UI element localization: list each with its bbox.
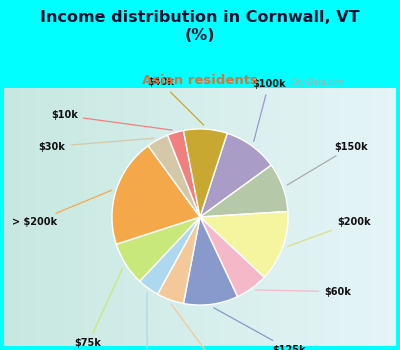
Text: $40k: $40k	[147, 77, 204, 125]
Text: City-Data.com: City-Data.com	[291, 78, 346, 87]
Wedge shape	[112, 146, 200, 244]
Text: $60k: $60k	[256, 287, 351, 296]
Text: > $200k: > $200k	[12, 190, 112, 227]
Text: $150k: $150k	[287, 141, 368, 185]
Text: $100k: $100k	[252, 79, 286, 141]
Wedge shape	[200, 217, 264, 297]
Wedge shape	[184, 129, 227, 217]
Wedge shape	[200, 165, 288, 217]
Wedge shape	[140, 217, 200, 294]
Wedge shape	[116, 217, 200, 281]
Wedge shape	[168, 131, 200, 217]
Text: $20k: $20k	[171, 304, 226, 350]
Text: Income distribution in Cornwall, VT
(%): Income distribution in Cornwall, VT (%)	[40, 10, 360, 43]
Text: $125k: $125k	[214, 308, 306, 350]
Text: Asian residents: Asian residents	[142, 74, 258, 86]
Wedge shape	[158, 217, 200, 303]
Wedge shape	[200, 133, 271, 217]
Text: $50k: $50k	[134, 293, 161, 350]
Text: $10k: $10k	[51, 111, 172, 130]
Text: $75k: $75k	[75, 268, 123, 348]
Text: $200k: $200k	[288, 217, 370, 246]
Wedge shape	[200, 211, 288, 277]
Text: $30k: $30k	[38, 138, 154, 152]
Wedge shape	[184, 217, 238, 305]
Wedge shape	[148, 135, 200, 217]
